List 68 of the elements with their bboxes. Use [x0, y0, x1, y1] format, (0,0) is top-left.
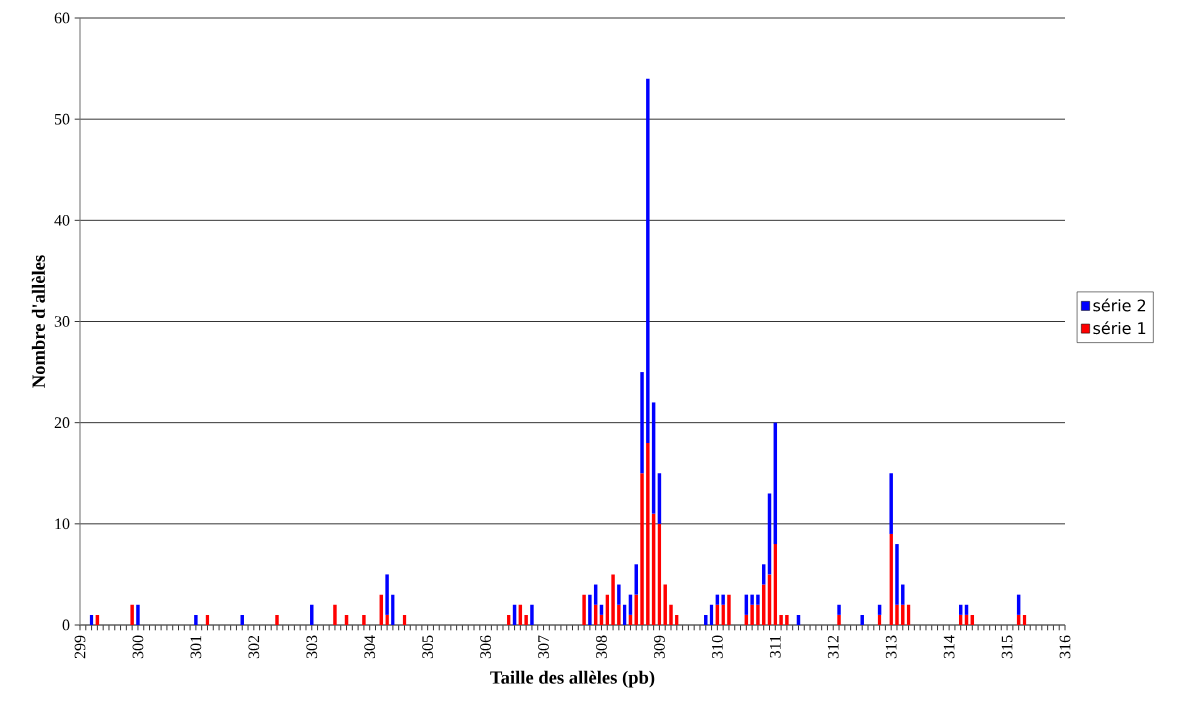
bar	[721, 594, 725, 605]
bar	[756, 594, 760, 605]
y-tick-label: 30	[54, 316, 70, 327]
bar	[640, 473, 644, 625]
bar	[895, 604, 899, 625]
x-tick-label: 308	[596, 635, 607, 659]
y-axis-title: Nombre d'allèles	[31, 255, 45, 388]
y-tick-label: 20	[54, 417, 70, 429]
bar	[333, 604, 337, 625]
y-tick-label: 40	[54, 214, 70, 226]
bar	[895, 544, 899, 605]
bar	[646, 442, 650, 625]
bar	[704, 614, 708, 625]
x-tick-label: 312	[827, 635, 839, 659]
legend-label: série 2	[1093, 298, 1146, 312]
bar	[646, 78, 650, 443]
x-tick-label: 305	[422, 635, 434, 659]
y-tick-label: 0	[62, 619, 70, 631]
bar	[889, 473, 893, 534]
x-tick-label: 306	[480, 635, 491, 659]
y-tick-label: 50	[54, 113, 70, 125]
bar	[640, 372, 644, 474]
x-tick-label: 313	[885, 635, 897, 659]
bar	[385, 574, 389, 615]
bar	[194, 614, 198, 625]
bar	[588, 594, 592, 625]
bar	[727, 594, 731, 625]
bar	[779, 614, 783, 625]
bar	[617, 604, 621, 625]
x-tick-label: 314	[943, 635, 955, 659]
x-tick-label: 299	[74, 635, 86, 659]
bar	[785, 614, 789, 625]
x-tick-label: 304	[364, 635, 376, 659]
bar	[130, 604, 134, 625]
bar	[837, 614, 841, 625]
bar	[750, 594, 754, 605]
bar	[275, 614, 279, 625]
bar	[750, 604, 754, 625]
bar	[669, 604, 673, 625]
bar	[617, 584, 621, 605]
bar	[611, 574, 615, 625]
bar	[901, 604, 905, 625]
x-tick-label: 311	[769, 635, 781, 658]
x-tick-label: 315	[1001, 635, 1013, 659]
bar	[761, 564, 766, 585]
x-axis-title: Taille des allèles (pb)	[490, 670, 655, 688]
x-tick-label: 303	[306, 635, 318, 659]
bar	[524, 614, 528, 625]
bar	[901, 584, 905, 605]
bar	[663, 584, 667, 625]
x-tick-label: 302	[248, 635, 260, 659]
bar	[310, 604, 314, 625]
y-tick-label: 60	[54, 12, 70, 24]
x-tick-label: 307	[538, 635, 549, 659]
bar	[530, 604, 534, 625]
y-tick-label: 10	[55, 518, 70, 530]
x-tick-label: 300	[132, 635, 144, 659]
x-tick-label: 301	[190, 635, 202, 659]
x-tick-label: 310	[711, 635, 723, 659]
bar	[756, 604, 760, 625]
legend-label: série 1	[1093, 321, 1146, 335]
bar	[136, 604, 140, 625]
x-tick-label: 309	[654, 635, 665, 659]
x-tick-label: 316	[1059, 635, 1071, 659]
bar	[860, 614, 864, 625]
bar	[837, 604, 841, 615]
bar	[362, 614, 366, 625]
bar	[582, 594, 586, 625]
